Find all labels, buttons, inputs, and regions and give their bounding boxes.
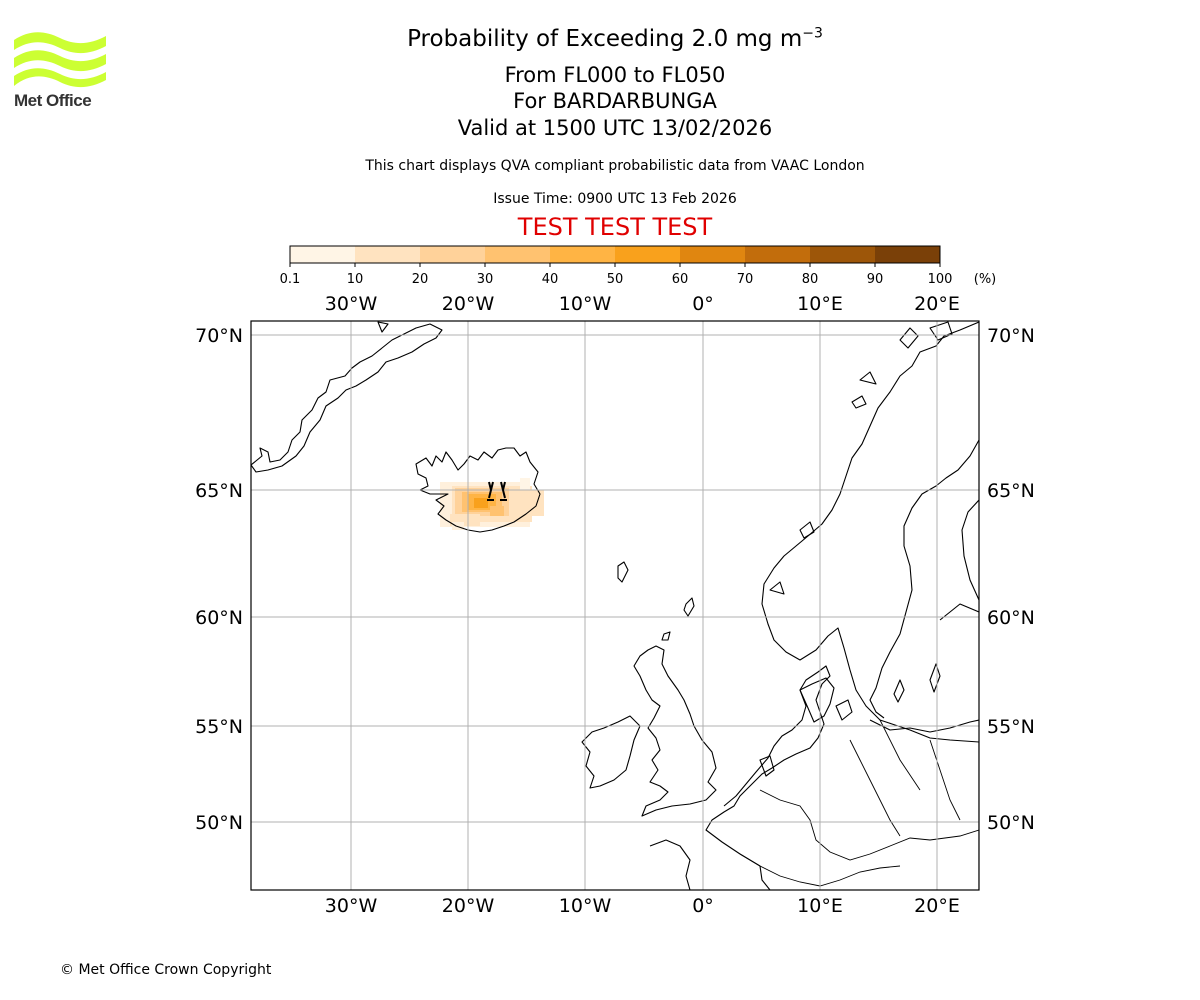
colorbar-tick-label: 20	[412, 272, 429, 287]
lon-label-bottom: 20°E	[914, 895, 960, 917]
colorbar-tick-label: 70	[737, 272, 754, 287]
colorbar-tick-label: 0.1	[280, 272, 301, 287]
colorbar-tick-label: 100	[928, 272, 953, 287]
colorbar-tick-label: 50	[607, 272, 624, 287]
colorbar-tick-label: 80	[802, 272, 819, 287]
lon-label-top: 30°W	[325, 293, 378, 315]
subtitle-valid-time: Valid at 1500 UTC 13/02/2026	[457, 116, 773, 140]
lat-label-right: 50°N	[987, 812, 1035, 834]
colorbar-cell	[290, 246, 356, 263]
met-office-logo-icon	[14, 32, 106, 88]
lon-label-bottom: 30°W	[325, 895, 378, 917]
issue-time: Issue Time: 0900 UTC 13 Feb 2026	[493, 191, 737, 207]
lat-label-left: 70°N	[195, 325, 243, 347]
lon-label-top: 0°	[692, 293, 714, 315]
colorbar-cell	[745, 246, 811, 263]
colorbar-unit: (%)	[974, 272, 997, 287]
colorbar-cell	[680, 246, 746, 263]
colorbar-cell	[875, 246, 941, 263]
title-superscript: −3	[802, 25, 823, 42]
lon-label-top: 10°W	[559, 293, 612, 315]
colorbar-cell	[420, 246, 486, 263]
colorbar-cell	[355, 246, 421, 263]
lat-label-right: 55°N	[987, 716, 1035, 738]
colorbar-tick-label: 90	[867, 272, 884, 287]
subtitle-flight-levels: From FL000 to FL050	[504, 63, 726, 87]
colorbar-cell	[550, 246, 616, 263]
lon-label-bottom: 10°E	[797, 895, 843, 917]
test-banner: TEST TEST TEST	[517, 213, 713, 241]
colorbar-tick-label: 10	[347, 272, 364, 287]
colorbar: 0.1 10 20 30 40 50 60 70 80 90 100 (%)	[280, 245, 997, 287]
chart-title: Probability of Exceeding 2.0 mg m−3	[407, 25, 823, 52]
lon-label-top: 10°E	[797, 293, 843, 315]
lon-label-bottom: 10°W	[559, 895, 612, 917]
volcano-icon	[487, 481, 507, 501]
lat-label-right: 65°N	[987, 480, 1035, 502]
colorbar-tick-label: 40	[542, 272, 559, 287]
iceland-coast	[415, 447, 541, 533]
lat-label-right: 70°N	[987, 325, 1035, 347]
colorbar-cell	[615, 246, 681, 263]
chart-description: This chart displays QVA compliant probab…	[365, 158, 865, 174]
lat-label-left: 60°N	[195, 607, 243, 629]
map-frame	[250, 320, 980, 891]
great-britain-coast	[633, 645, 717, 817]
lat-label-left: 50°N	[195, 812, 243, 834]
lat-label-right: 60°N	[987, 607, 1035, 629]
lon-label-bottom: 20°W	[442, 895, 495, 917]
subtitle-volcano: For BARDARBUNGA	[513, 89, 717, 113]
coastlines	[251, 321, 979, 890]
lat-label-left: 65°N	[195, 480, 243, 502]
europe-coast	[705, 321, 979, 890]
colorbar-cell	[485, 246, 551, 263]
copyright-notice: © Met Office Crown Copyright	[60, 962, 272, 978]
colorbar-tick-label: 30	[477, 272, 494, 287]
graticule	[251, 321, 979, 890]
colorbar-cell	[810, 246, 876, 263]
logo-text: Met Office	[14, 91, 92, 110]
ireland-coast	[581, 715, 641, 789]
greenland-coast	[251, 323, 443, 473]
lon-label-bottom: 0°	[692, 895, 714, 917]
map-background	[251, 321, 979, 890]
lon-label-top: 20°E	[914, 293, 960, 315]
national-borders	[739, 719, 979, 887]
colorbar-tick-label: 60	[672, 272, 689, 287]
lon-label-top: 20°W	[442, 293, 495, 315]
lat-label-left: 55°N	[195, 716, 243, 738]
